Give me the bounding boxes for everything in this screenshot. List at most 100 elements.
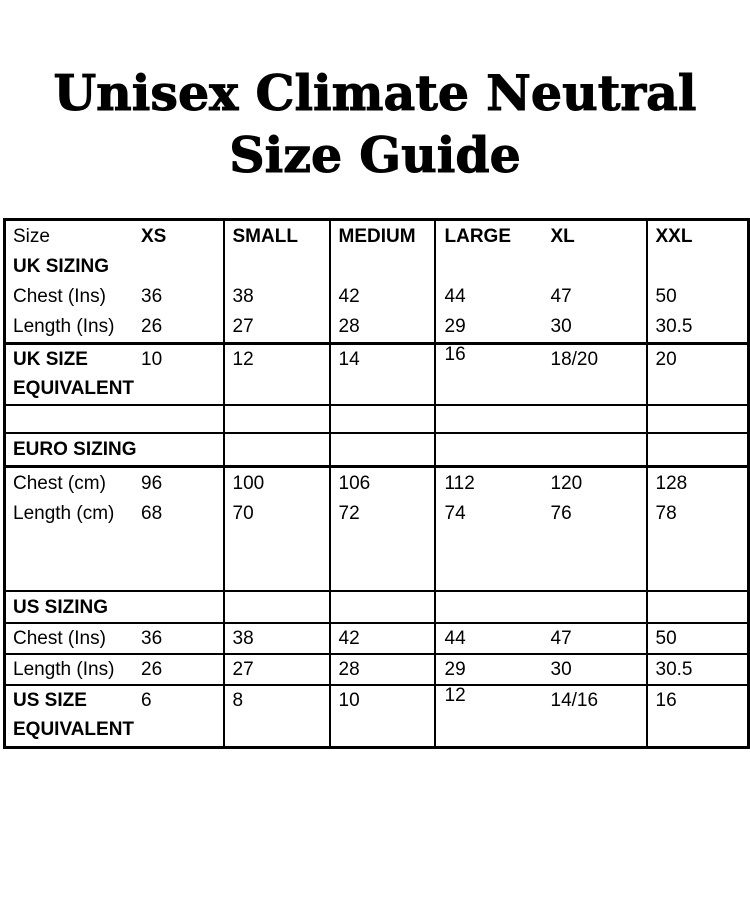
uk-equivalent-label-xs-cell: UK SIZE EQUIVALENT 10 (4, 343, 224, 406)
us-chest-medium-cell: 42 (328, 623, 435, 655)
uk-length-medium-cell: 28 (328, 311, 435, 345)
us-sizing-empty-xxl (645, 591, 749, 624)
uk-chest-medium-cell: 42 (328, 281, 435, 311)
uk-chest-small-cell: 38 (222, 281, 330, 311)
uk-length-label-xs-cell: Length (Ins) 26 (4, 311, 224, 345)
us-length-xxl: 30.5 (655, 659, 693, 680)
uk-length-medium: 28 (338, 316, 360, 337)
uk-chest-label-xs-cell: Chest (Ins) 36 (5, 281, 224, 311)
us-length-medium: 28 (338, 659, 360, 680)
header-medium: MEDIUM (338, 225, 416, 247)
uk-length-label: Length (Ins) (13, 316, 115, 337)
uk-chest-large: 44 (444, 285, 466, 307)
spacer-cell (4, 405, 224, 434)
uk-chest-row: Chest (Ins) 36 38 42 44 47 50 (5, 281, 749, 311)
uk-equivalent-label-line2: EQUIVALENT (13, 378, 135, 399)
us-length-label-xs-cell: Length (Ins) 26 (4, 654, 224, 686)
euro-length-xxl: 78 (655, 502, 677, 524)
uk-chest-medium: 42 (338, 285, 360, 307)
us-chest-medium: 42 (338, 628, 360, 649)
us-length-large-xl-cell: 29 30 (433, 654, 647, 686)
header-xl: XL (550, 225, 575, 247)
header-large: LARGE (444, 225, 512, 247)
uk-length-xs: 26 (141, 316, 163, 337)
uk-length-large: 29 (444, 316, 466, 337)
us-chest-row: Chest (Ins) 36 38 42 44 47 50 (4, 623, 749, 655)
us-chest-small-cell: 38 (222, 623, 330, 655)
euro-chest-small-cell: 100 (222, 466, 330, 498)
euro-chest-xs: 96 (141, 472, 163, 494)
spacer-cell (433, 528, 647, 592)
spacer-cell (222, 405, 330, 434)
us-chest-large: 44 (444, 628, 466, 649)
us-length-xl: 30 (550, 659, 572, 680)
euro-length-medium: 72 (338, 502, 360, 524)
page-title-line1: Unisex Climate Neutral (53, 64, 697, 123)
euro-chest-label-xs-cell: Chest (cm) 96 (5, 467, 224, 499)
us-length-large: 29 (444, 659, 466, 680)
uk-sizing-label: UK SIZING (13, 255, 110, 277)
us-equivalent-xs: 6 (141, 690, 152, 711)
us-equivalent-small: 8 (232, 690, 244, 711)
uk-equivalent-small: 12 (232, 349, 254, 370)
spacer-cell (328, 528, 435, 592)
euro-chest-medium-cell: 106 (328, 466, 435, 498)
header-xxl: XXL (655, 225, 693, 247)
us-sizing-empty-small (222, 591, 330, 624)
uk-equivalent-label-line1: UK SIZE (13, 349, 88, 370)
euro-length-large-xl-cell: 74 76 (433, 498, 647, 528)
us-length-label: Length (Ins) (13, 659, 115, 680)
uk-sizing-label-cell: UK SIZING (5, 251, 224, 281)
euro-sizing-label: EURO SIZING (13, 439, 137, 460)
uk-chest-xxl-cell: 50 (645, 281, 749, 311)
uk-length-xxl: 30.5 (655, 316, 693, 337)
header-size-xs-cell: Size XS (5, 220, 224, 252)
uk-equivalent-row: UK SIZE EQUIVALENT 10 12 14 16 18/20 20 (4, 343, 749, 406)
us-sizing-empty-large-xl (433, 591, 647, 624)
euro-sizing-empty-large-xl (433, 433, 647, 468)
uk-chest-label: Chest (Ins) (13, 285, 106, 307)
us-length-xxl-cell: 30.5 (645, 654, 749, 686)
euro-length-xxl-cell: 78 (645, 498, 749, 528)
header-xs: XS (141, 225, 167, 247)
header-xxl-cell: XXL (645, 219, 749, 251)
uk-sizing-empty-medium (328, 251, 435, 281)
uk-equivalent-xs: 10 (141, 349, 163, 370)
us-chest-xxl: 50 (655, 628, 677, 649)
uk-sizing-empty-xxl (645, 251, 749, 281)
header-large-xl-cell: LARGE XL (433, 219, 647, 251)
uk-chest-xxl: 50 (655, 285, 677, 307)
euro-chest-small: 100 (232, 472, 265, 494)
us-equivalent-xxl: 16 (655, 690, 677, 711)
us-equivalent-medium: 10 (338, 690, 360, 711)
header-small-cell: SMALL (222, 219, 330, 251)
uk-sizing-empty-large-xl (433, 251, 647, 281)
euro-sizing-empty-small (222, 433, 330, 468)
us-chest-xxl-cell: 50 (645, 623, 749, 655)
us-chest-xl: 47 (550, 628, 572, 649)
uk-chest-xl: 47 (550, 285, 572, 307)
spacer-row (4, 405, 749, 434)
uk-chest-small: 38 (232, 285, 254, 307)
spacer-row-tall (4, 528, 749, 592)
spacer-cell (645, 405, 749, 434)
us-equivalent-xl: 14/16 (550, 690, 599, 711)
spacer-cell (433, 405, 647, 434)
euro-chest-large: 112 (444, 472, 475, 494)
uk-sizing-empty-small (222, 251, 330, 281)
header-size-label: Size (13, 225, 50, 247)
us-equivalent-label-line1: US SIZE (13, 690, 87, 711)
uk-chest-large-xl-cell: 44 47 (433, 281, 647, 311)
euro-chest-large-xl-cell: 112 120 (433, 466, 647, 498)
euro-sizing-empty-xxl (645, 433, 749, 468)
euro-chest-xxl: 128 (655, 472, 688, 494)
uk-length-small-cell: 27 (222, 311, 330, 345)
euro-sizing-row: EURO SIZING (4, 433, 749, 468)
header-medium-cell: MEDIUM (328, 219, 435, 251)
euro-sizing-empty-medium (328, 433, 435, 468)
us-chest-label: Chest (Ins) (13, 628, 106, 649)
uk-length-large-xl-cell: 29 30 (433, 311, 647, 345)
euro-sizing-label-cell: EURO SIZING (4, 433, 224, 468)
us-sizing-row: US SIZING (4, 591, 749, 624)
size-guide-table: Size XS SMALL MEDIUM LARGE XL XXL UK SIZ… (3, 218, 750, 749)
